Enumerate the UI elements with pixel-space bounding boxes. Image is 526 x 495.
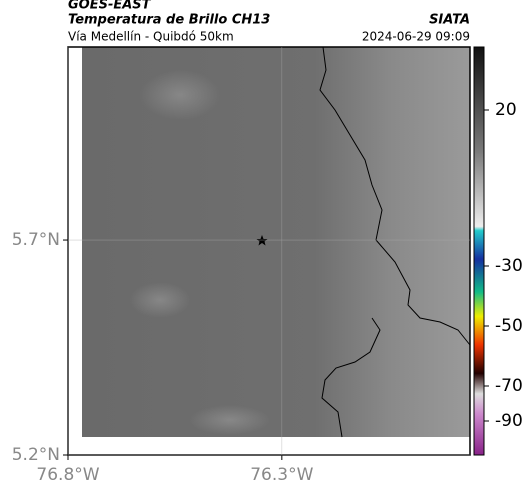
region: Vía Medellín - Quibdó 50km <box>68 30 234 44</box>
subtitle: Temperatura de Brillo CH13 <box>68 13 270 28</box>
timestamp: 2024-06-29 09:09 <box>362 30 470 44</box>
colorbar-tick-label: -90 <box>495 411 523 431</box>
colorbar-scale <box>473 46 485 456</box>
source: SIATA <box>429 13 470 28</box>
colorbar-tick-label: -30 <box>495 256 523 276</box>
cloud <box>130 282 190 318</box>
x-tick-label: 76.8°W <box>36 465 99 485</box>
colorbar-tick-label: -70 <box>495 376 523 396</box>
boundary <box>319 46 471 346</box>
x-tick-label: 76.3°W <box>250 465 313 485</box>
colorbar-tick-label: 20 <box>495 100 517 120</box>
cloud <box>140 70 220 120</box>
y-tick-label: 5.7°N <box>12 230 60 250</box>
title: GOES-EAST <box>68 0 152 13</box>
y-tick-label: 5.2°N <box>12 445 60 465</box>
colorbar-tick-label: -50 <box>495 316 523 336</box>
colorbar <box>473 46 485 456</box>
cloud <box>190 405 270 435</box>
brightness-image <box>82 47 470 437</box>
map-area <box>67 46 471 456</box>
boundary <box>321 317 381 438</box>
